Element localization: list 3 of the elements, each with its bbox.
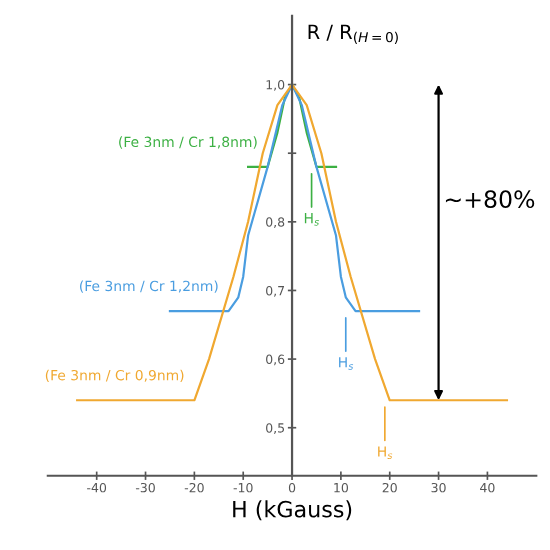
annotation: ~+80% — [445, 190, 535, 209]
y-axis-title: R / R$_{(H=0)}$ — [308, 24, 398, 44]
x-axis-title: H (kGauss) — [233, 500, 352, 521]
